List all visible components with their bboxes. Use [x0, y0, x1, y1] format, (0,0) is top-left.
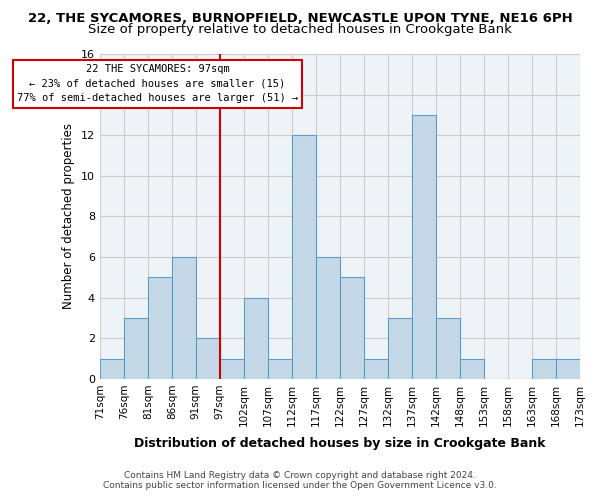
- Text: 22 THE SYCAMORES: 97sqm
← 23% of detached houses are smaller (15)
77% of semi-de: 22 THE SYCAMORES: 97sqm ← 23% of detache…: [17, 64, 298, 104]
- Bar: [412, 115, 436, 379]
- Text: Size of property relative to detached houses in Crookgate Bank: Size of property relative to detached ho…: [88, 22, 512, 36]
- Bar: [292, 135, 316, 379]
- Bar: [220, 358, 244, 379]
- Bar: [316, 257, 340, 379]
- Text: Contains HM Land Registry data © Crown copyright and database right 2024.
Contai: Contains HM Land Registry data © Crown c…: [103, 470, 497, 490]
- Bar: [100, 358, 124, 379]
- Bar: [556, 358, 580, 379]
- Bar: [124, 318, 148, 379]
- Bar: [532, 358, 556, 379]
- Bar: [340, 278, 364, 379]
- Bar: [172, 257, 196, 379]
- Bar: [460, 358, 484, 379]
- Text: 22, THE SYCAMORES, BURNOPFIELD, NEWCASTLE UPON TYNE, NE16 6PH: 22, THE SYCAMORES, BURNOPFIELD, NEWCASTL…: [28, 12, 572, 26]
- Bar: [244, 298, 268, 379]
- X-axis label: Distribution of detached houses by size in Crookgate Bank: Distribution of detached houses by size …: [134, 437, 545, 450]
- Bar: [436, 318, 460, 379]
- Y-axis label: Number of detached properties: Number of detached properties: [62, 124, 75, 310]
- Bar: [148, 278, 172, 379]
- Bar: [364, 358, 388, 379]
- Bar: [196, 338, 220, 379]
- Bar: [388, 318, 412, 379]
- Bar: [268, 358, 292, 379]
